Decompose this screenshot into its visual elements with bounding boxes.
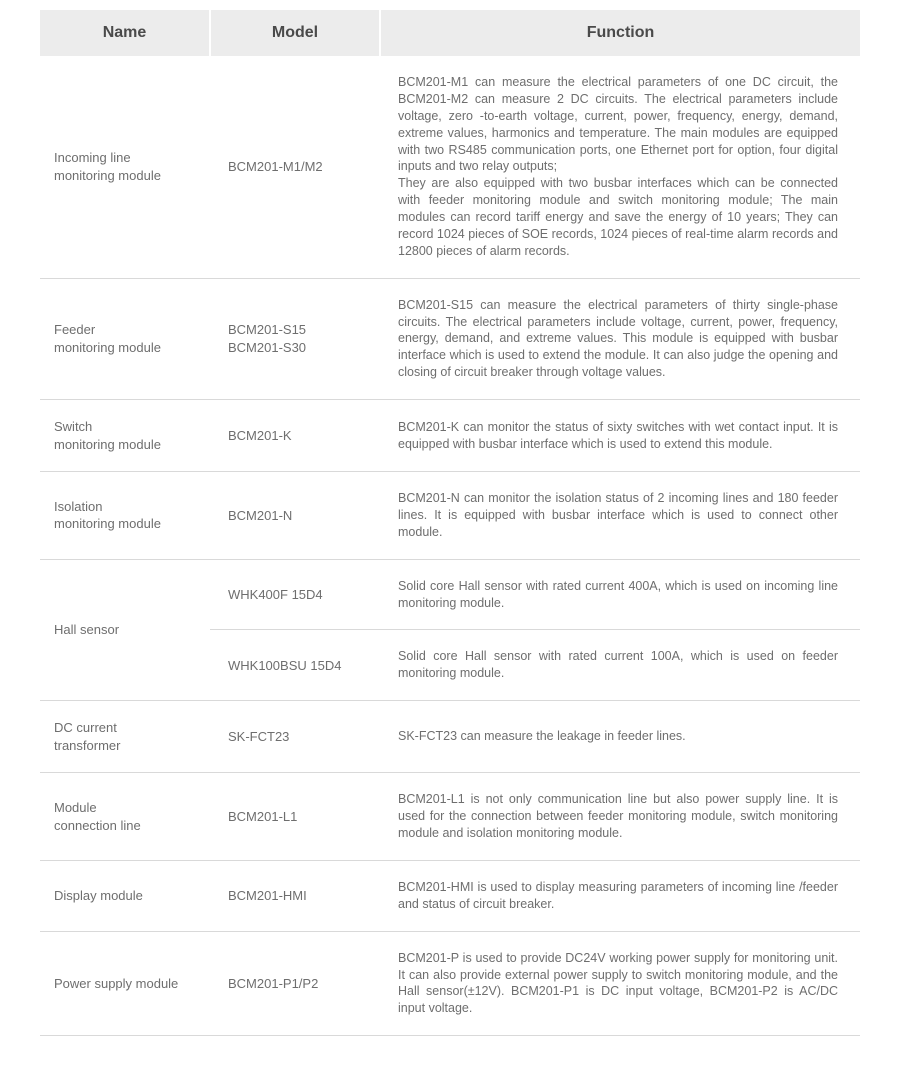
function-cell: BCM201-L1 is not only communication line…: [380, 773, 860, 861]
model-cell: WHK100BSU 15D4: [210, 630, 380, 701]
table-row: Display module BCM201-HMI BCM201-HMI is …: [40, 860, 860, 931]
model-cell: BCM201-K: [210, 400, 380, 472]
table-row: Isolation monitoring module BCM201-N BCM…: [40, 472, 860, 560]
table-row: Hall sensor WHK400F 15D4 Solid core Hall…: [40, 559, 860, 630]
name-cell: Incoming line monitoring module: [40, 56, 210, 278]
name-cell: Power supply module: [40, 931, 210, 1036]
function-cell: BCM201-P is used to provide DC24V workin…: [380, 931, 860, 1036]
function-cell: Solid core Hall sensor with rated curren…: [380, 630, 860, 701]
name-cell: DC current transformer: [40, 701, 210, 773]
name-line1: Hall sensor: [54, 621, 196, 639]
function-cell: BCM201-M1 can measure the electrical par…: [380, 56, 860, 278]
table-body: Incoming line monitoring module BCM201-M…: [40, 56, 860, 1036]
name-cell: Switch monitoring module: [40, 400, 210, 472]
header-row: Name Model Function: [40, 10, 860, 56]
model-cell: BCM201-S15BCM201-S30: [210, 278, 380, 399]
name-cell: Display module: [40, 860, 210, 931]
table-row: DC current transformer SK-FCT23 SK-FCT23…: [40, 701, 860, 773]
header-function: Function: [380, 10, 860, 56]
name-cell: Module connection line: [40, 773, 210, 861]
name-cell: Feeder monitoring module: [40, 278, 210, 399]
function-cell: BCM201-K can monitor the status of sixty…: [380, 400, 860, 472]
model-cell: BCM201-L1: [210, 773, 380, 861]
header-model: Model: [210, 10, 380, 56]
model-cell: BCM201-N: [210, 472, 380, 560]
function-cell: Solid core Hall sensor with rated curren…: [380, 559, 860, 630]
name-line1: Display module: [54, 887, 196, 905]
header-name: Name: [40, 10, 210, 56]
name-line1: DC current: [54, 719, 196, 737]
function-cell: SK-FCT23 can measure the leakage in feed…: [380, 701, 860, 773]
function-cell: BCM201-HMI is used to display measuring …: [380, 860, 860, 931]
model-cell: BCM201-M1/M2: [210, 56, 380, 278]
name-line2: connection line: [54, 817, 196, 835]
name-line1: Isolation: [54, 498, 196, 516]
name-cell: Hall sensor: [40, 559, 210, 701]
function-cell: BCM201-S15 can measure the electrical pa…: [380, 278, 860, 399]
name-line2: monitoring module: [54, 515, 196, 533]
name-line2: monitoring module: [54, 167, 196, 185]
table-row: Module connection line BCM201-L1 BCM201-…: [40, 773, 860, 861]
table-row: Feeder monitoring module BCM201-S15BCM20…: [40, 278, 860, 399]
model-cell: BCM201-HMI: [210, 860, 380, 931]
model-cell: WHK400F 15D4: [210, 559, 380, 630]
model-cell: SK-FCT23: [210, 701, 380, 773]
name-line2: monitoring module: [54, 436, 196, 454]
table-row: Power supply module BCM201-P1/P2 BCM201-…: [40, 931, 860, 1036]
table-container: Name Model Function Incoming line monito…: [0, 0, 900, 1066]
name-line1: Switch: [54, 418, 196, 436]
name-line2: transformer: [54, 737, 196, 755]
table-row: Incoming line monitoring module BCM201-M…: [40, 56, 860, 278]
name-line1: Incoming line: [54, 149, 196, 167]
name-line1: Power supply module: [54, 975, 196, 993]
function-cell: BCM201-N can monitor the isolation statu…: [380, 472, 860, 560]
name-line1: Feeder: [54, 321, 196, 339]
name-cell: Isolation monitoring module: [40, 472, 210, 560]
spec-table: Name Model Function Incoming line monito…: [40, 10, 860, 1036]
table-row: Switch monitoring module BCM201-K BCM201…: [40, 400, 860, 472]
name-line1: Module: [54, 799, 196, 817]
name-line2: monitoring module: [54, 339, 196, 357]
model-cell: BCM201-P1/P2: [210, 931, 380, 1036]
